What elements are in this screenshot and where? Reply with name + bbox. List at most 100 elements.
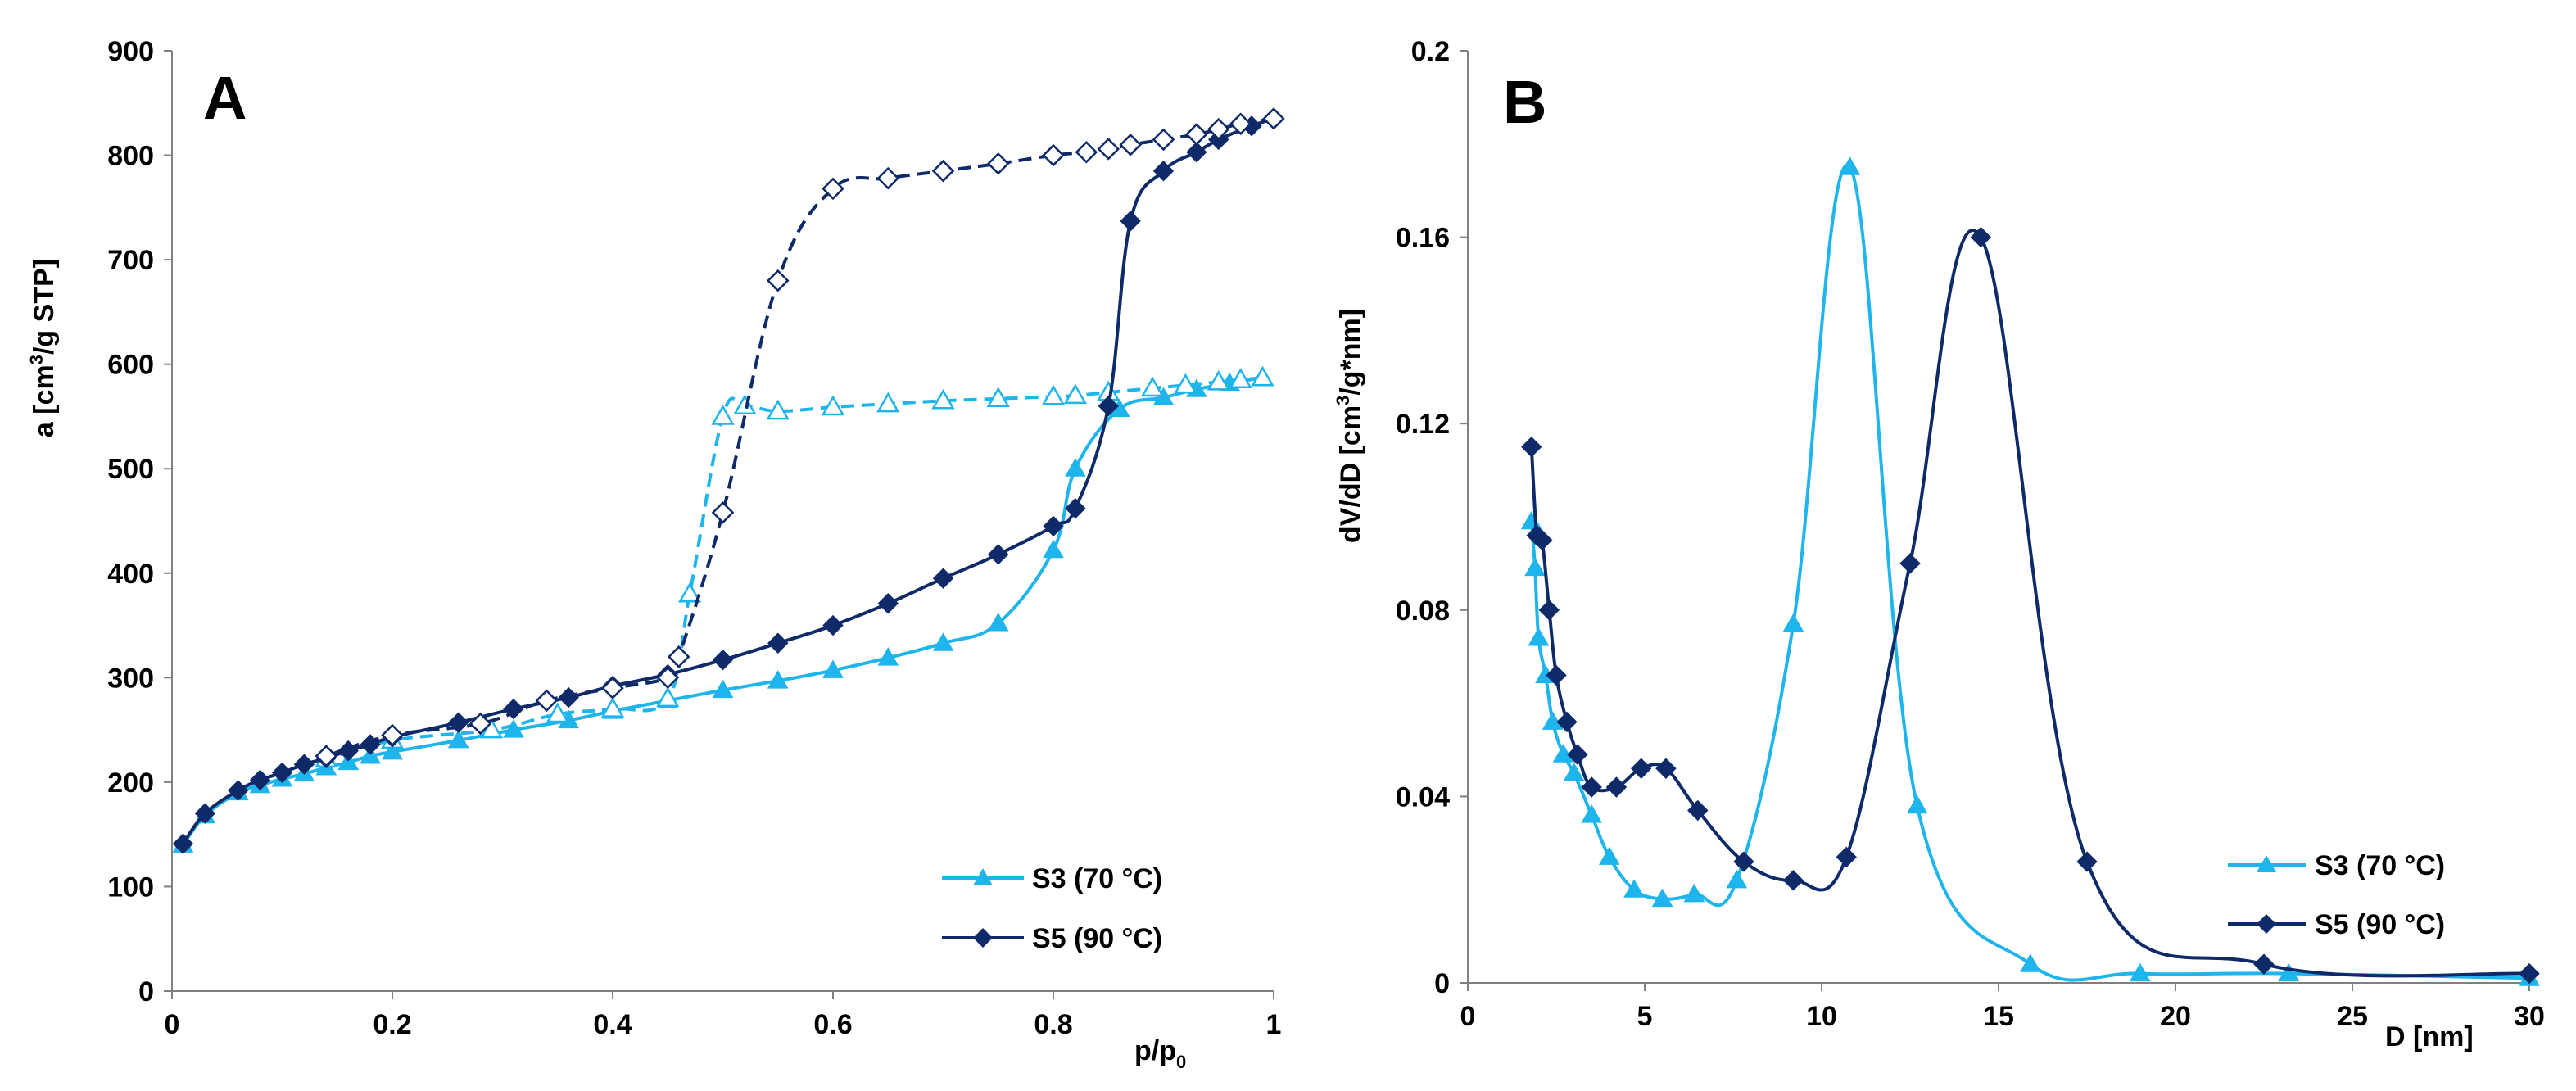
panel-a-data-point (656, 686, 680, 708)
panel-b-x-tick-label: 15 (1983, 1001, 2014, 1032)
panel-b-x-tick-label: 20 (2160, 1001, 2191, 1032)
panel-b-data-point (1528, 627, 1550, 646)
panel-a-data-point (1262, 107, 1285, 130)
panel-a-y-tick-label: 300 (107, 663, 154, 694)
panel-a-y-tick-label: 100 (107, 871, 154, 903)
panel-b-legend-s3-label: S3 (70 °C) (2315, 850, 2445, 881)
panel-b-chart: 0 0.04 0.08 0.12 0.16 0.2 0 5 10 15 20 25 30 B dV/d… (1333, 36, 2545, 1053)
panel-b-data-point (1630, 758, 1652, 779)
panel-b-data-point (2129, 962, 2151, 982)
panel-b-data-point (1836, 846, 1857, 868)
panel-a-y-tick-label: 400 (107, 559, 154, 590)
panel-a-data-point (1207, 117, 1230, 141)
panel-b-data-point (1726, 869, 1748, 889)
panel-a-data-point (711, 404, 735, 425)
panel-a-data-point (822, 614, 844, 636)
panel-b-data-point (1542, 711, 1564, 730)
panel-a-x-tick-label: 0.2 (373, 1009, 411, 1040)
panel-b-y-tick-label: 0.2 (1411, 36, 1450, 67)
panel-a-label: A (203, 64, 247, 132)
panel-a-data-point (766, 269, 790, 292)
panel-b-data-point (1581, 776, 1602, 798)
panel-a-data-point (1042, 143, 1065, 167)
panel-a-data-point (876, 392, 900, 413)
panel-b-x-tick-label: 5 (1637, 1001, 1653, 1032)
panel-b-data-point (1581, 804, 1603, 823)
panel-b-data-point (1655, 758, 1677, 779)
panel-a-data-point (876, 166, 900, 190)
panel-a-data-point (986, 152, 1010, 175)
panel-a-series-4 (315, 107, 1285, 767)
panel-b-data-point (1970, 226, 1992, 248)
panel-a-data-point (1119, 134, 1142, 156)
panel-a-data-point (1075, 140, 1098, 164)
panel-a-legend-s5-marker (973, 928, 993, 948)
panel-a-data-point (271, 762, 293, 784)
panel-a-chart: 0 100 200 300 400 500 600 700 800 900 0 0.2 0.4 0.6 0… (26, 36, 1285, 1072)
panel-a-data-point (767, 670, 789, 689)
panel-a-legend-item-s5: S5 (90 °C) (942, 923, 1162, 954)
panel-a-data-point (733, 394, 757, 414)
panel-b-data-point (1538, 600, 1560, 621)
panel-a-data-point (1174, 373, 1197, 394)
panel-b-data-point (2278, 962, 2300, 982)
panel-a-data-point (931, 159, 955, 183)
panel-b-data-point (1782, 613, 1804, 632)
panel-b-legend-s5-marker (2257, 914, 2276, 934)
panel-b-y-tick-label: 0.08 (1396, 595, 1450, 627)
panel-b-data-point (1651, 888, 1673, 908)
panel-b-data-point (1605, 776, 1628, 798)
panel-b-data-point (2253, 953, 2275, 975)
panel-a-series-2 (315, 365, 1274, 768)
panel-a-data-point (1098, 395, 1119, 417)
panel-a-data-point (381, 723, 404, 747)
panel-b-y-tick-label: 0 (1434, 968, 1450, 999)
panel-a-x-tick-label: 0 (165, 1009, 180, 1040)
panel-b-data-point (1623, 879, 1645, 898)
panel-b-data-point (1687, 799, 1709, 822)
panel-b-y-tick-label: 0.12 (1396, 409, 1450, 440)
panel-a-data-point (677, 582, 702, 603)
panel-b-data-point (1556, 711, 1578, 733)
panel-b-data-point (2519, 962, 2540, 985)
panel-b-y-axis-title: dV/dD [cm3/g*nm] (1333, 309, 1366, 543)
panel-a-data-point (315, 745, 338, 767)
panel-a-data-point (227, 780, 249, 801)
panel-b-data-point (1524, 557, 1546, 577)
panel-b-x-tick-label: 25 (2337, 1001, 2368, 1032)
panel-b-y-tick-label: 0.04 (1396, 781, 1450, 813)
panel-a-y-axis-title: a [cm3/g STP] (26, 259, 60, 437)
panel-a-data-point (1063, 383, 1088, 405)
panel-b-data-point (1552, 744, 1574, 763)
panel-b-legend-item-s5: S5 (90 °C) (2228, 909, 2445, 940)
panel-a-legend-item-s3: S3 (70 °C) (942, 863, 1162, 894)
panel-a-data-point (656, 666, 680, 690)
panel-b-data-point (1546, 664, 1567, 686)
panel-b-data-point (1839, 156, 1861, 175)
panel-a-data-point (1097, 138, 1120, 161)
panel-a-data-point (931, 388, 955, 410)
panel-a-data-point (1229, 368, 1252, 389)
panel-a-data-point (1152, 160, 1175, 182)
panel-b-series-line (1529, 163, 2530, 982)
panel-a-data-point (932, 568, 954, 589)
panel-a-data-point (1140, 376, 1165, 397)
panel-a-data-point (667, 645, 690, 668)
panel-a-data-point (1120, 211, 1141, 232)
panel-b-x-tick-label: 0 (1460, 1001, 1476, 1032)
panel-a-data-point (822, 659, 844, 678)
panel-b-legend-item-s3: S3 (70 °C) (2228, 850, 2445, 881)
panel-a-y-tick-label: 500 (107, 454, 154, 485)
panel-b-x-tick-label: 10 (1806, 1001, 1837, 1032)
panel-a-data-point (986, 387, 1010, 408)
panel-a-x-tick-label: 0.6 (813, 1009, 852, 1040)
panel-a-data-point (172, 833, 194, 854)
panel-a-y-tick-label: 0 (138, 976, 154, 1007)
panel-a-data-point (503, 719, 524, 738)
panel-b-legend: S3 (70 °C) S5 (90 °C) (2228, 850, 2445, 940)
panel-a-data-point (877, 593, 899, 614)
panel-b-data-point (1899, 553, 1921, 574)
panel-a-x-tick-label: 1 (1266, 1009, 1282, 1040)
panel-a-data-point (600, 697, 625, 718)
